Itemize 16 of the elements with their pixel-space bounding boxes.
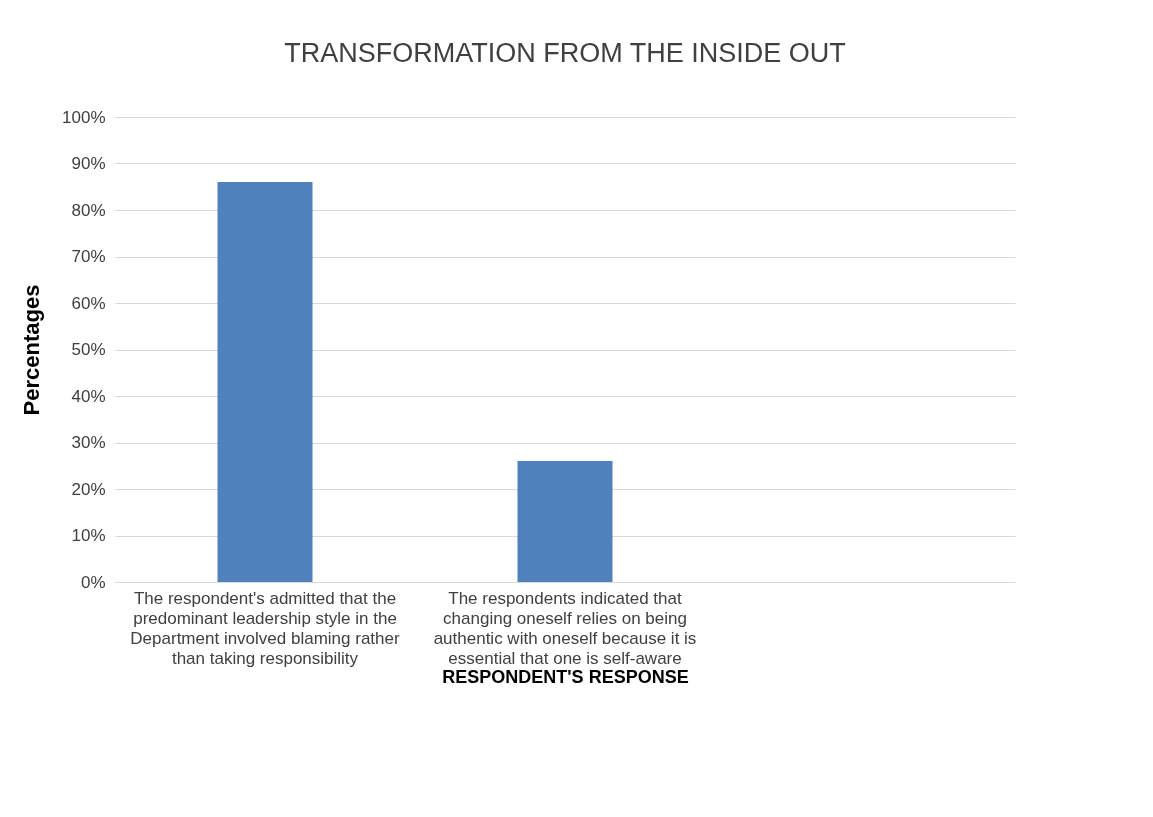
y-tick-label: 50% (71, 340, 106, 359)
y-axis-title: Percentages (19, 284, 45, 416)
y-tick-label: 70% (71, 247, 106, 266)
y-tick-label: 60% (71, 293, 106, 313)
chart-title: TRANSFORMATION FROM THE INSIDE OUT (284, 38, 846, 68)
y-tick-label: 30% (71, 433, 106, 452)
y-tick-label: 10% (71, 526, 106, 545)
y-tick-label: 0% (80, 572, 106, 592)
y-tick-label: 80% (71, 200, 106, 220)
x-tick-label: The respondents indicated that changing oneself relies on being authentic with oneself because it is essential that one is self-aware (433, 588, 697, 668)
y-tick-label: 90% (71, 154, 106, 173)
y-tick-label: 100% (62, 107, 106, 127)
x-axis-title: RESPONDENT'S RESPONSE (442, 666, 689, 687)
y-tick-label: 40% (71, 386, 106, 406)
x-tick-label: The respondent's admitted that the predominant leadership style in the Department involved blaming rather than taking responsibility (130, 588, 400, 668)
y-tick-label: 20% (71, 479, 106, 499)
